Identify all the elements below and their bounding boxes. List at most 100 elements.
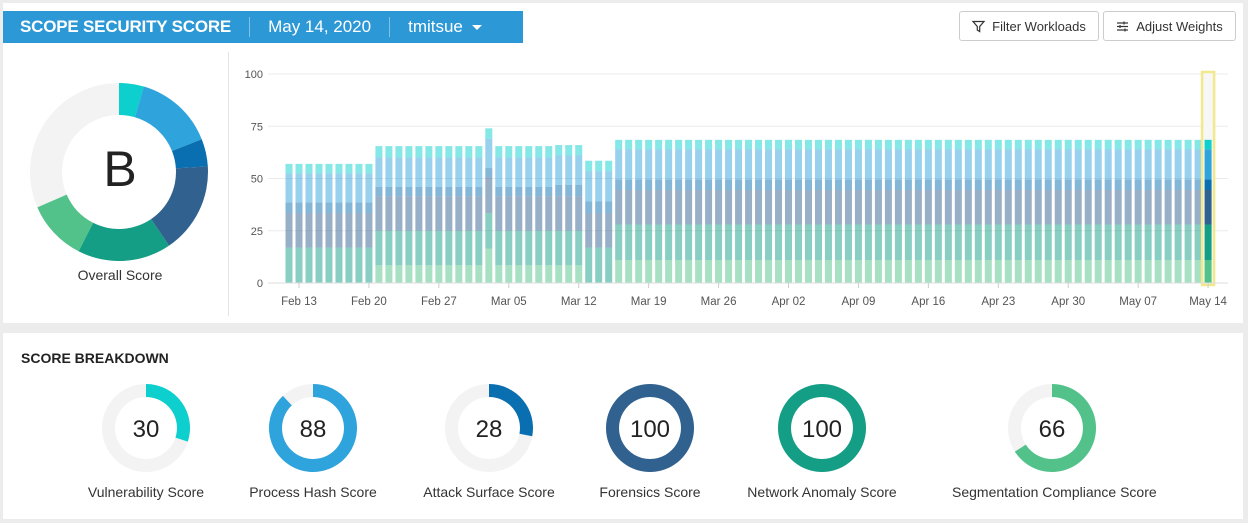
bar-2020-05-14[interactable] bbox=[1204, 139, 1212, 283]
bar-2020-04-01[interactable] bbox=[775, 139, 783, 283]
score-card-process-hash[interactable]: 88 Process Hash Score bbox=[213, 383, 413, 500]
bar-2020-04-13[interactable] bbox=[894, 139, 902, 283]
bar-2020-03-31[interactable] bbox=[765, 139, 773, 283]
bar-2020-05-08[interactable] bbox=[1144, 139, 1152, 283]
bar-2020-03-18[interactable] bbox=[635, 139, 643, 283]
bar-2020-03-27[interactable] bbox=[725, 139, 733, 283]
bar-2020-04-23[interactable] bbox=[994, 139, 1002, 283]
overall-segment-segmentation[interactable] bbox=[37, 194, 94, 252]
overall-segment-vulnerability[interactable] bbox=[119, 83, 144, 118]
bar-2020-03-12[interactable] bbox=[575, 145, 583, 283]
bar-2020-03-16[interactable] bbox=[615, 139, 623, 283]
bar-2020-03-29[interactable] bbox=[745, 139, 753, 283]
bar-2020-04-11[interactable] bbox=[874, 139, 882, 283]
bar-2020-04-24[interactable] bbox=[1004, 139, 1012, 283]
bar-2020-03-26[interactable] bbox=[715, 139, 723, 283]
bar-2020-04-17[interactable] bbox=[934, 139, 942, 283]
bar-2020-05-12[interactable] bbox=[1184, 139, 1192, 283]
bar-2020-04-05[interactable] bbox=[814, 139, 822, 283]
score-card-forensics[interactable]: 100 Forensics Score bbox=[550, 383, 750, 500]
bar-2020-04-02[interactable] bbox=[785, 139, 793, 283]
bar-2020-02-21[interactable] bbox=[375, 146, 383, 283]
bar-2020-05-07[interactable] bbox=[1134, 139, 1142, 283]
bar-2020-03-28[interactable] bbox=[735, 139, 743, 283]
bar-2020-02-27[interactable] bbox=[435, 146, 443, 283]
bar-2020-02-23[interactable] bbox=[395, 146, 403, 283]
bar-2020-04-03[interactable] bbox=[795, 139, 802, 283]
bar-2020-02-14[interactable] bbox=[305, 163, 313, 283]
bar-2020-03-09[interactable] bbox=[545, 146, 553, 283]
bar-2020-03-03[interactable] bbox=[485, 128, 493, 283]
bar-2020-04-26[interactable] bbox=[1024, 139, 1032, 283]
filter-workloads-button[interactable]: Filter Workloads bbox=[959, 11, 1099, 41]
bar-2020-05-06[interactable] bbox=[1124, 139, 1132, 283]
bar-2020-05-02[interactable] bbox=[1084, 139, 1092, 283]
bar-2020-03-19[interactable] bbox=[645, 139, 653, 283]
bar-2020-04-29[interactable] bbox=[1054, 139, 1062, 283]
bar-2020-04-07[interactable] bbox=[834, 139, 842, 283]
scope-dropdown[interactable]: tmitsue bbox=[390, 17, 482, 37]
bar-2020-02-18[interactable] bbox=[345, 163, 353, 283]
bar-2020-05-05[interactable] bbox=[1114, 139, 1122, 283]
score-card-attack-surface[interactable]: 28 Attack Surface Score bbox=[389, 383, 589, 500]
bar-2020-03-13[interactable] bbox=[585, 160, 593, 283]
bar-2020-02-29[interactable] bbox=[455, 146, 463, 283]
bar-2020-05-13[interactable] bbox=[1194, 139, 1202, 283]
bar-2020-05-04[interactable] bbox=[1104, 139, 1112, 283]
bar-2020-03-25[interactable] bbox=[705, 139, 713, 283]
bar-2020-02-13[interactable] bbox=[295, 163, 303, 283]
bar-2020-02-17[interactable] bbox=[335, 163, 343, 283]
score-card-vulnerability[interactable]: 30 Vulnerability Score bbox=[46, 383, 246, 500]
bar-2020-03-05[interactable] bbox=[505, 146, 513, 283]
bar-2020-04-09[interactable] bbox=[854, 139, 862, 283]
bar-2020-04-28[interactable] bbox=[1044, 139, 1052, 283]
bar-2020-03-30[interactable] bbox=[755, 139, 763, 283]
bar-2020-02-15[interactable] bbox=[315, 163, 323, 283]
bar-2020-03-24[interactable] bbox=[695, 139, 703, 283]
bar-2020-02-25[interactable] bbox=[415, 146, 423, 283]
overall-segment-attack-surface[interactable] bbox=[171, 139, 208, 169]
bar-2020-04-20[interactable] bbox=[964, 139, 972, 283]
bar-2020-04-08[interactable] bbox=[844, 139, 852, 283]
bar-2020-04-30[interactable] bbox=[1064, 139, 1072, 283]
bar-2020-05-11[interactable] bbox=[1174, 139, 1182, 283]
bar-2020-03-21[interactable] bbox=[665, 139, 673, 283]
bar-2020-04-12[interactable] bbox=[884, 139, 892, 283]
bar-2020-03-11[interactable] bbox=[565, 145, 573, 283]
bar-2020-02-16[interactable] bbox=[325, 163, 333, 283]
bar-2020-03-04[interactable] bbox=[495, 146, 503, 283]
bar-2020-02-20[interactable] bbox=[365, 163, 373, 283]
bar-2020-03-07[interactable] bbox=[525, 146, 533, 283]
score-card-segmentation[interactable]: 66 Segmentation Compliance Score bbox=[952, 383, 1157, 500]
bar-2020-04-27[interactable] bbox=[1034, 139, 1042, 283]
adjust-weights-button[interactable]: Adjust Weights bbox=[1103, 11, 1236, 41]
bar-2020-03-02[interactable] bbox=[475, 146, 483, 283]
bar-2020-04-06[interactable] bbox=[824, 139, 832, 283]
bar-2020-05-10[interactable] bbox=[1164, 139, 1172, 283]
bar-2020-05-01[interactable] bbox=[1074, 139, 1082, 283]
bar-2020-04-22[interactable] bbox=[984, 139, 992, 283]
bar-2020-03-10[interactable] bbox=[555, 145, 563, 283]
bar-2020-02-12[interactable] bbox=[285, 163, 293, 283]
score-card-network-anomaly[interactable]: 100 Network Anomaly Score bbox=[722, 383, 922, 500]
bar-2020-03-20[interactable] bbox=[655, 139, 663, 283]
bar-2020-04-18[interactable] bbox=[944, 139, 952, 283]
bar-2020-03-23[interactable] bbox=[685, 139, 693, 283]
bar-2020-04-10[interactable] bbox=[864, 139, 872, 283]
bar-2020-04-04[interactable] bbox=[804, 139, 812, 283]
bar-2020-02-26[interactable] bbox=[425, 146, 433, 283]
overall-segment-forensics[interactable] bbox=[151, 166, 208, 246]
bar-2020-03-14[interactable] bbox=[595, 160, 603, 283]
bar-2020-04-21[interactable] bbox=[974, 139, 982, 283]
bar-2020-03-15[interactable] bbox=[605, 160, 613, 283]
bar-2020-02-22[interactable] bbox=[385, 146, 393, 283]
overall-segment-network-anomaly[interactable] bbox=[78, 219, 170, 261]
bar-2020-02-19[interactable] bbox=[355, 163, 363, 283]
overall-segment-process-hash[interactable] bbox=[134, 86, 202, 152]
bar-2020-04-25[interactable] bbox=[1014, 139, 1022, 283]
date-label[interactable]: May 14, 2020 bbox=[268, 17, 372, 36]
bar-2020-04-15[interactable] bbox=[914, 139, 922, 283]
bar-2020-03-06[interactable] bbox=[515, 146, 523, 283]
bar-2020-03-08[interactable] bbox=[535, 146, 543, 283]
bar-2020-04-14[interactable] bbox=[904, 139, 912, 283]
